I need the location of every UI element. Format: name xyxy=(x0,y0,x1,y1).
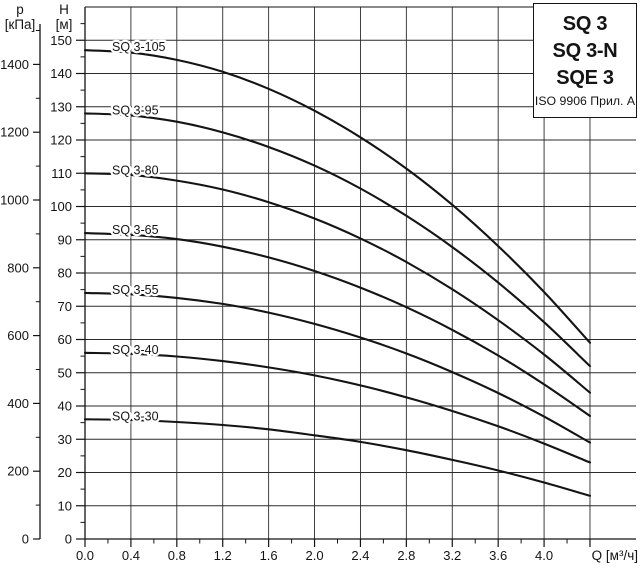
curve-label-sq-3-55: SQ 3-55 xyxy=(112,283,159,297)
curve-label-sq-3-40: SQ 3-40 xyxy=(112,343,159,357)
curve-label-sq-3-105: SQ 3-105 xyxy=(112,40,166,54)
p-tick-label: 800 xyxy=(7,260,29,275)
h-tick-label: 110 xyxy=(51,166,72,181)
q-tick-label: 3.2 xyxy=(443,548,461,563)
p-tick-label: 1000 xyxy=(0,193,29,208)
q-tick-label: 3.6 xyxy=(489,548,507,563)
curve-sq-3-95 xyxy=(83,112,592,368)
p-tick-label: 200 xyxy=(7,464,29,479)
h-tick-label: 130 xyxy=(50,99,72,114)
q-tick-label: 2.0 xyxy=(306,548,324,563)
h-tick-label: 30 xyxy=(58,432,72,447)
curve-sq-3-80 xyxy=(83,172,592,394)
legend-iso-standard: ISO 9906 Прил. A xyxy=(534,94,636,108)
h-tick-label: 150 xyxy=(50,33,72,48)
p-tick-label: 1400 xyxy=(0,57,29,72)
pressure-axis-title: p [кПа] xyxy=(1,2,39,32)
q-tick-label: 4.0 xyxy=(535,548,553,563)
flow-axis-title: Q [м³/ч] xyxy=(591,548,638,563)
p-tick-label: 400 xyxy=(7,396,29,411)
h-tick-label: 40 xyxy=(58,399,72,414)
curve-sq-3-105 xyxy=(83,49,592,344)
legend-model-sq3: SQ 3 xyxy=(562,13,608,35)
h-tick-label: 70 xyxy=(58,299,72,314)
head-axis-symbol: H xyxy=(59,2,69,17)
p-tick-label: 1200 xyxy=(0,125,29,140)
legend-model-sq3n: SQ 3-N xyxy=(552,40,618,62)
pressure-axis-symbol: p xyxy=(16,2,24,17)
h-tick-label: 50 xyxy=(58,365,72,380)
h-tick-label: 120 xyxy=(50,133,72,148)
h-tick-label: 100 xyxy=(50,199,72,214)
pump-type-legend-box: SQ 3 SQ 3-N SQE 3 ISO 9906 Прил. A xyxy=(533,3,637,118)
head-axis-unit: [м] xyxy=(55,17,73,32)
curve-label-sq-3-80: SQ 3-80 xyxy=(112,163,159,177)
curve-label-sq-3-30: SQ 3-30 xyxy=(112,409,159,423)
curve-label-sq-3-65: SQ 3-65 xyxy=(112,223,159,237)
head-axis-title: H [м] xyxy=(50,2,78,32)
h-tick-label: 0 xyxy=(65,532,72,547)
curve-sq-3-65 xyxy=(83,232,592,418)
q-tick-label: 1.2 xyxy=(214,548,232,563)
q-tick-label: 2.8 xyxy=(397,548,415,563)
h-tick-label: 90 xyxy=(58,232,72,247)
legend-model-sqe3: SQE 3 xyxy=(556,67,614,89)
p-tick-label: 600 xyxy=(7,328,29,343)
q-tick-label: 0.8 xyxy=(168,548,186,563)
curve-label-sq-3-95: SQ 3-95 xyxy=(112,103,159,117)
q-tick-label: 2.4 xyxy=(351,548,369,563)
h-tick-label: 140 xyxy=(50,66,72,81)
h-tick-label: 60 xyxy=(58,332,72,347)
h-tick-label: 20 xyxy=(58,465,72,480)
h-tick-label: 80 xyxy=(58,266,72,281)
curve-sq-3-30 xyxy=(83,418,592,497)
pressure-axis-unit: [кПа] xyxy=(4,17,36,32)
q-tick-label: 1.6 xyxy=(260,548,278,563)
curve-sq-3-40 xyxy=(83,351,592,464)
curve-sq-3-55 xyxy=(83,291,592,444)
h-tick-label: 10 xyxy=(58,498,72,513)
q-tick-label: 0.4 xyxy=(122,548,140,563)
q-tick-label: 0.0 xyxy=(76,548,94,563)
p-tick-label: 0 xyxy=(22,532,29,547)
